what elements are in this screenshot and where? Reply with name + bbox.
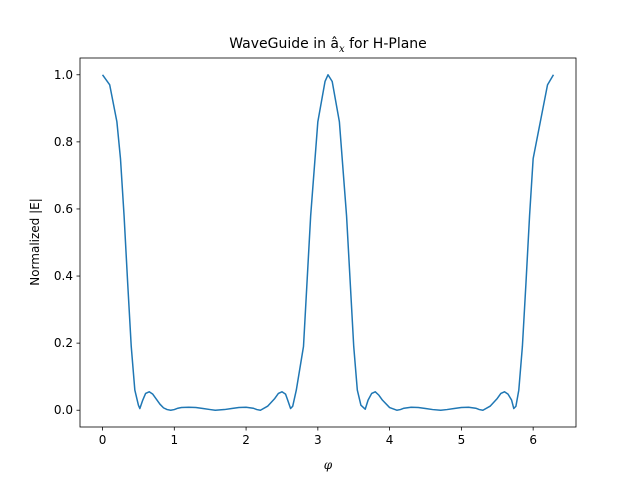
- x-tick-label: 2: [242, 433, 250, 447]
- axes-frame: [79, 57, 577, 428]
- chart-title: WaveGuide in âx for H-Plane: [229, 36, 427, 55]
- chart-title-subscript: x: [339, 44, 345, 55]
- y-axis-label: Normalized |E|: [28, 198, 42, 286]
- chart-title-suffix: for H-Plane: [345, 36, 427, 52]
- x-tick-label: 1: [170, 433, 178, 447]
- y-tick-label: 0.4: [54, 269, 73, 283]
- y-tick-label: 0.6: [54, 202, 73, 216]
- x-tick-label: 0: [99, 433, 107, 447]
- y-axis-ticks: 0.0 0.2 0.4 0.6 0.8 1.0: [54, 68, 80, 417]
- y-tick-label: 1.0: [54, 68, 73, 82]
- x-axis-ticks: 0 1 2 3 4 5 6: [99, 427, 537, 447]
- x-tick-label: 4: [386, 433, 394, 447]
- x-tick-label: 5: [458, 433, 466, 447]
- y-tick-label: 0.8: [54, 135, 73, 149]
- x-tick-label: 6: [529, 433, 537, 447]
- chart-title-main: WaveGuide in â: [229, 36, 339, 52]
- series-line: [101, 74, 555, 411]
- x-axis-label: φ: [324, 458, 333, 472]
- y-tick-label: 0.2: [54, 336, 73, 350]
- x-tick-label: 3: [314, 433, 322, 447]
- y-tick-label: 0.0: [54, 403, 73, 417]
- plot-area: [101, 74, 555, 411]
